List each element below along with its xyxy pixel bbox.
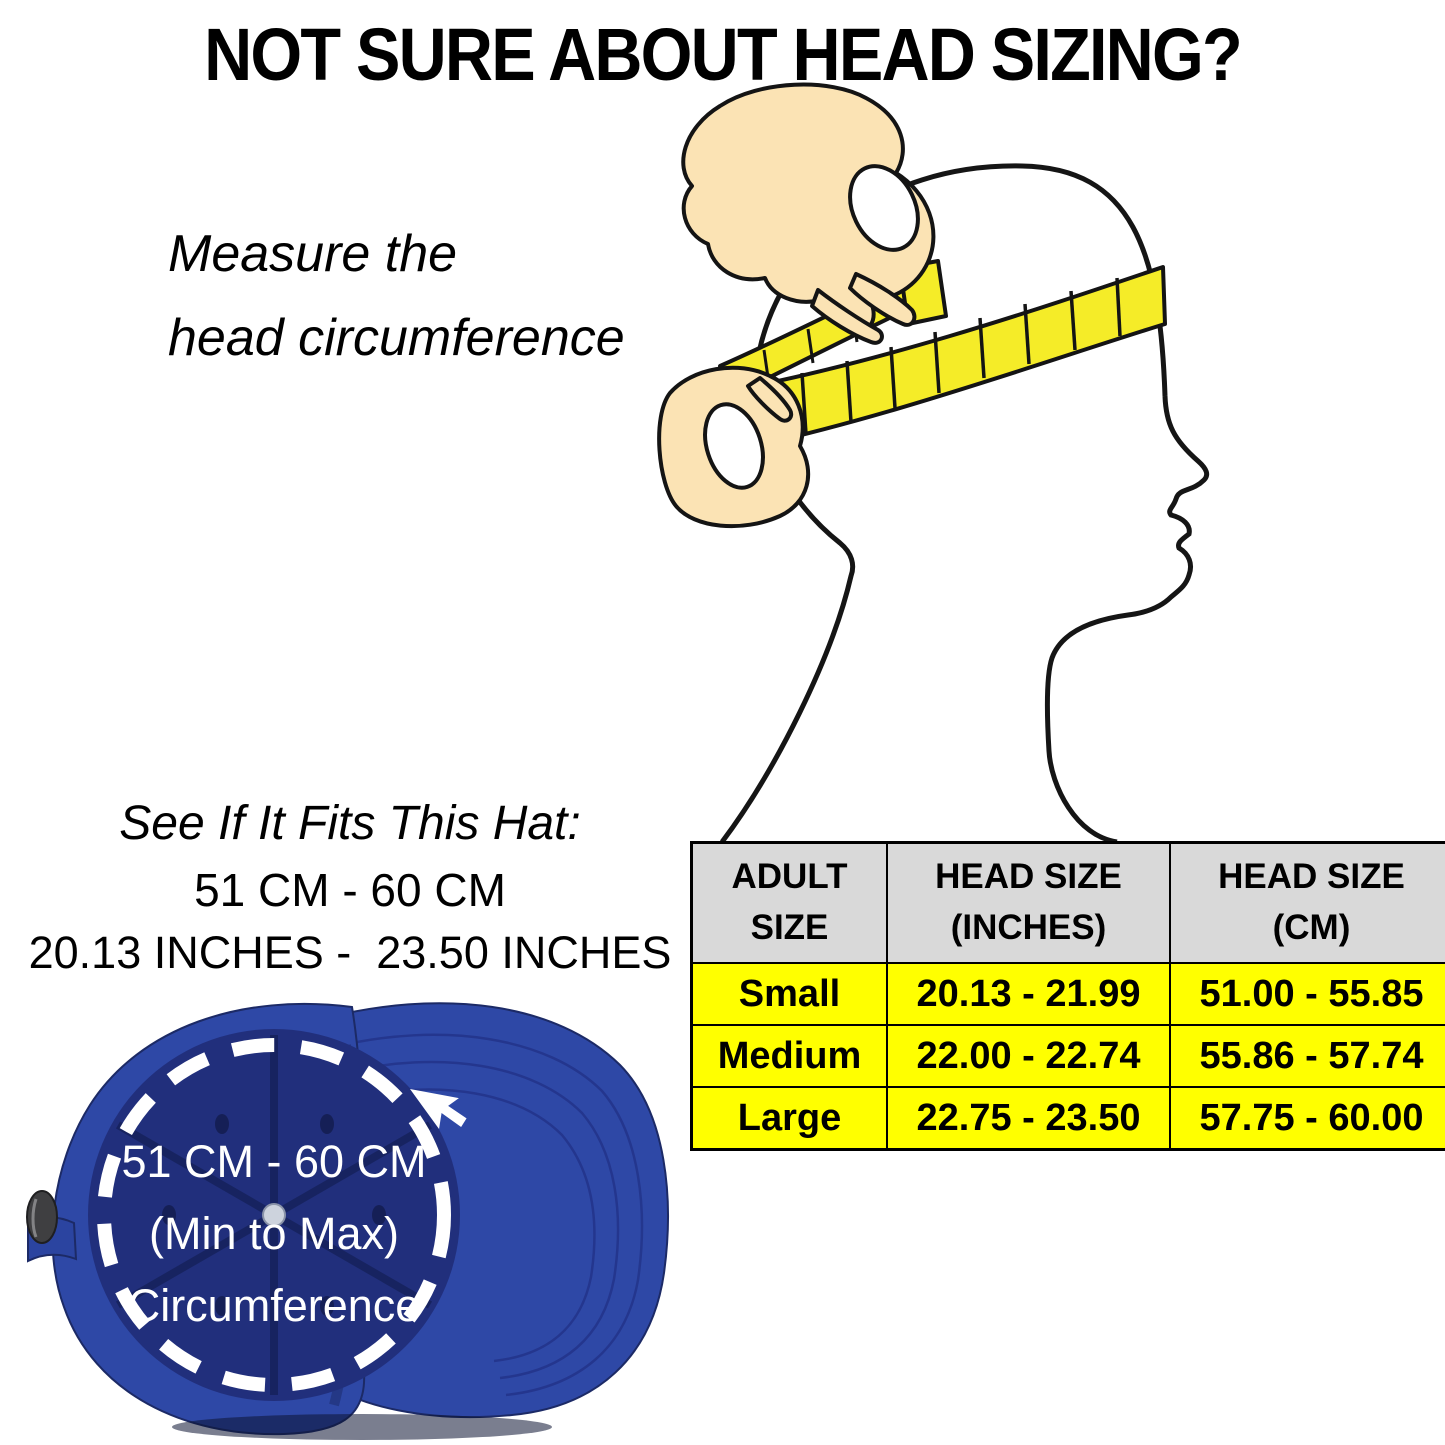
- cap-label-line-2: (Min to Max): [149, 1208, 399, 1259]
- cell-cm: 55.86 - 57.74: [1169, 1024, 1445, 1088]
- header-head-size-cm: HEAD SIZE (CM): [1169, 841, 1445, 964]
- page-title: NOT SURE ABOUT HEAD SIZING?: [204, 13, 1243, 96]
- cap-photo: 51 CM - 60 CM (Min to Max) Circumference: [12, 985, 680, 1443]
- brim-stitching: [333, 1033, 644, 1397]
- cell-size: Medium: [690, 1024, 888, 1088]
- head-profile-with-measuring-tape-icon: [657, 82, 1210, 845]
- hand-top-gap: [848, 164, 920, 252]
- fit-info-block: See If It Fits This Hat: 51 CM - 60 CM 2…: [5, 796, 695, 979]
- hand-top-icon: [681, 82, 936, 345]
- head-measuring-illustration: [612, 78, 1344, 845]
- instruction-text: Measure the head circumference: [168, 212, 625, 380]
- table-row-large: Large 22.75 - 23.50 57.75 - 60.00: [690, 1086, 1445, 1151]
- size-table: ADULT SIZE HEAD SIZE (INCHES) HEAD SIZE …: [690, 841, 1445, 1151]
- table-row-medium: Medium 22.00 - 22.74 55.86 - 57.74: [690, 1024, 1445, 1088]
- cap-strap: [26, 1190, 78, 1263]
- fit-heading: See If It Fits This Hat:: [119, 797, 581, 850]
- cell-size: Large: [690, 1086, 888, 1151]
- hand-top-thumb: [810, 288, 884, 345]
- strap-buckle-icon: [26, 1190, 58, 1244]
- cap-label: 51 CM - 60 CM (Min to Max) Circumference: [121, 1136, 426, 1331]
- hand-lower-icon: [657, 365, 811, 529]
- fit-cm-range: 51 CM - 60 CM: [194, 864, 506, 916]
- header-adult-size: ADULT SIZE: [690, 841, 888, 964]
- instruction-line-2: head circumference: [168, 309, 625, 367]
- hand-top-index-finger: [848, 272, 917, 327]
- cap-label-line-3: Circumference: [128, 1280, 421, 1331]
- size-table-header-row: ADULT SIZE HEAD SIZE (INCHES) HEAD SIZE …: [690, 841, 1445, 964]
- instruction-line-1: Measure the: [168, 225, 458, 283]
- cell-inches: 22.00 - 22.74: [886, 1024, 1171, 1088]
- cap-seams: [116, 1035, 432, 1395]
- cap-top-button: [262, 1203, 286, 1227]
- cell-cm: 57.75 - 60.00: [1169, 1086, 1445, 1151]
- tape-segment-lines: [755, 277, 1122, 446]
- fit-inch-range: 20.13 INCHES - 23.50 INCHES: [28, 927, 672, 978]
- cell-size: Small: [690, 962, 888, 1026]
- cell-inches: 20.13 - 21.99: [886, 962, 1171, 1026]
- header-head-size-inches: HEAD SIZE (INCHES): [886, 841, 1171, 964]
- table-row-small: Small 20.13 - 21.99 51.00 - 55.85: [690, 962, 1445, 1026]
- cell-cm: 51.00 - 55.85: [1169, 962, 1445, 1026]
- cap-bottom-view-icon: 51 CM - 60 CM (Min to Max) Circumference: [26, 1002, 669, 1440]
- hand-lower-gap: [703, 402, 765, 490]
- hand-lower-finger: [746, 376, 794, 423]
- cap-bottom-shadow: [172, 1414, 552, 1440]
- circumference-dashed-circle: [97, 1038, 451, 1392]
- cap-label-line-1: 51 CM - 60 CM: [121, 1136, 426, 1187]
- cursor-arrow-icon: [410, 1089, 467, 1129]
- cap-vent-holes: [162, 1114, 386, 1316]
- cell-inches: 22.75 - 23.50: [886, 1086, 1171, 1151]
